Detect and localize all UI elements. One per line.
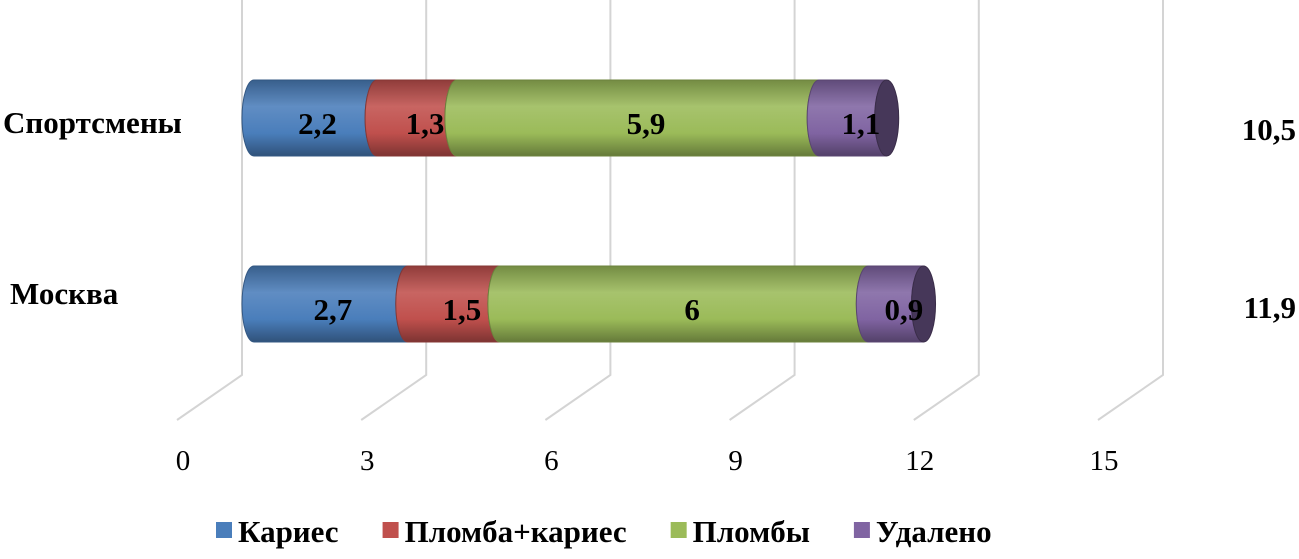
gridline-15 — [1097, 0, 1164, 421]
legend-swatch — [382, 522, 399, 538]
legend: Кариес Пломба+кариес Пломбы Удалено — [216, 514, 992, 549]
bar-end-cap-1 — [911, 265, 937, 343]
category-label: Спортсмены — [3, 105, 182, 140]
bars — [241, 79, 937, 343]
data-label: 6 — [684, 292, 700, 327]
total-label: 10,5 — [1242, 112, 1296, 147]
data-label: 1,1 — [842, 106, 881, 141]
gridline-12 — [913, 0, 980, 421]
total-label: 11,9 — [1243, 290, 1296, 325]
bar-end-cap-0 — [874, 79, 900, 157]
legend-entry-label: Пломбы — [693, 514, 810, 549]
data-label: 1,5 — [442, 292, 481, 327]
legend-swatch — [216, 522, 232, 538]
data-label: 2,7 — [314, 292, 353, 327]
x-tick-label: 3 — [360, 445, 375, 477]
x-tick-label: 15 — [1090, 445, 1119, 477]
gridlines — [176, 0, 1164, 421]
data-label: 0,9 — [885, 292, 924, 327]
legend-swatch — [853, 522, 870, 538]
category-label: Москва — [10, 276, 119, 311]
x-tick-label: 9 — [728, 445, 743, 477]
data-label: 5,9 — [627, 106, 666, 141]
gridline-6 — [544, 0, 612, 421]
gridline-3 — [360, 0, 428, 421]
gridline-0 — [176, 0, 243, 421]
data-label: 2,2 — [298, 106, 337, 141]
bar-segment-1-2 — [487, 265, 869, 343]
legend-swatch — [670, 522, 687, 538]
x-tick-label: 12 — [905, 445, 934, 477]
data-label: 1,3 — [406, 106, 445, 141]
x-tick-label: 0 — [176, 445, 191, 477]
legend-entry-label: Пломба+кариес — [405, 514, 627, 549]
x-tick-label: 6 — [544, 445, 559, 477]
gridline-9 — [729, 0, 796, 421]
legend-entry-label: Кариес — [238, 514, 339, 549]
legend-entry-label: Удалено — [876, 514, 992, 549]
x-axis: 0 3 6 9 12 15 — [176, 445, 1119, 477]
labels: 2,2 1,3 5,9 1,1 Спортсмены 10,5 2,7 1,5 6 0,9 Моск… — [3, 105, 1296, 327]
